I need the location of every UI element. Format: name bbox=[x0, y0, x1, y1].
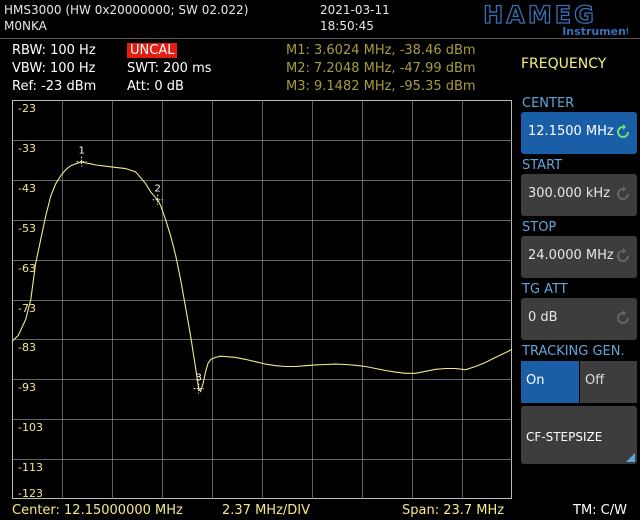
vbw-readout: VBW: 100 Hz bbox=[12, 61, 96, 76]
submenu-indicator-icon bbox=[626, 453, 635, 462]
date-readout: 2021-03-11 bbox=[320, 3, 390, 17]
model-info: HMS3000 (HW 0x20000000; SW 02.022) bbox=[4, 3, 249, 17]
rotary-knob-icon bbox=[617, 186, 629, 200]
start-label: START bbox=[522, 158, 563, 173]
marker-1[interactable]: 1 bbox=[76, 146, 87, 167]
spectrum-trace bbox=[12, 161, 512, 393]
menu-title: FREQUENCY bbox=[521, 56, 607, 72]
y-tick-label: -23 bbox=[18, 102, 36, 115]
span-readout: Span: 23.7 MHz bbox=[402, 503, 505, 518]
start-value: 300.000 kHz bbox=[528, 186, 611, 201]
attenuation-readout: Att: 0 dB bbox=[127, 79, 184, 94]
tracking-gen-label: TRACKING GEN. bbox=[522, 344, 625, 359]
tracking-off-label: Off bbox=[585, 373, 605, 388]
hameg-logo: HAMEG Instruments bbox=[483, 2, 628, 38]
y-tick-label: -73 bbox=[18, 301, 36, 315]
y-tick-label: -33 bbox=[18, 141, 36, 155]
marker-3[interactable]: 3 bbox=[193, 373, 204, 394]
center-value: 12.1500 MHz bbox=[528, 124, 614, 139]
svg-text:HAMEG: HAMEG bbox=[483, 2, 597, 29]
y-tick-label: -63 bbox=[18, 261, 36, 275]
y-tick-label: -43 bbox=[18, 181, 36, 195]
y-tick-label: -93 bbox=[18, 381, 36, 395]
stop-softkey[interactable]: 24.0000 MHz bbox=[521, 236, 637, 278]
trace-mode-readout: TM: C/W bbox=[573, 503, 627, 518]
y-tick-label: -53 bbox=[18, 221, 36, 235]
plot-frame bbox=[12, 100, 512, 499]
header-divider bbox=[0, 38, 640, 39]
tracking-off-button[interactable]: Off bbox=[580, 361, 637, 403]
rotary-knob-icon bbox=[617, 248, 629, 262]
ref-level-readout: Ref: -23 dBm bbox=[12, 79, 97, 94]
cf-stepsize-label: CF-STEPSIZE bbox=[526, 430, 603, 444]
marker-2-readout: M2: 7.2048 MHz, -47.99 dBm bbox=[286, 61, 476, 76]
marker-3-readout: M3: 9.1482 MHz, -95.35 dBm bbox=[286, 79, 476, 94]
marker-2[interactable]: 2 bbox=[152, 184, 163, 205]
spectrum-plot[interactable]: 1 2 3 bbox=[12, 100, 512, 499]
tg-att-value: 0 dB bbox=[528, 310, 558, 325]
y-tick-label: -113 bbox=[18, 461, 43, 475]
marker-number: 2 bbox=[154, 184, 160, 195]
stop-value: 24.0000 MHz bbox=[528, 248, 614, 263]
stop-label: STOP bbox=[522, 220, 557, 235]
marker-number: 3 bbox=[195, 373, 201, 384]
marker-1-readout: M1: 3.6024 MHz, -38.46 dBm bbox=[286, 43, 476, 58]
center-softkey[interactable]: 12.1500 MHz bbox=[521, 112, 637, 154]
cf-stepsize-softkey[interactable]: CF-STEPSIZE bbox=[521, 406, 637, 464]
rotary-knob-icon bbox=[617, 124, 629, 138]
y-tick-label: -103 bbox=[18, 421, 43, 435]
sweep-time-readout: SWT: 200 ms bbox=[127, 61, 212, 76]
tracking-on-label: On bbox=[526, 373, 545, 388]
center-frequency-readout: Center: 12.15000000 MHz bbox=[12, 503, 183, 518]
station-name: M0NKA bbox=[4, 19, 47, 33]
svg-text:Instruments: Instruments bbox=[562, 25, 628, 38]
y-tick-label: -123 bbox=[18, 487, 43, 500]
per-division-readout: 2.37 MHz/DIV bbox=[222, 503, 311, 518]
uncal-badge: UNCAL bbox=[127, 43, 178, 58]
center-label: CENTER bbox=[522, 96, 575, 111]
tracking-on-button[interactable]: On bbox=[521, 361, 579, 403]
tg-att-label: TG ATT bbox=[522, 282, 568, 297]
y-tick-label: -83 bbox=[18, 341, 36, 355]
rbw-readout: RBW: 100 Hz bbox=[12, 43, 96, 58]
start-softkey[interactable]: 300.000 kHz bbox=[521, 174, 637, 216]
tg-att-softkey[interactable]: 0 dB bbox=[521, 298, 637, 340]
rotary-knob-icon bbox=[617, 310, 629, 324]
time-readout: 18:50:45 bbox=[320, 19, 374, 33]
marker-number: 1 bbox=[78, 146, 84, 157]
